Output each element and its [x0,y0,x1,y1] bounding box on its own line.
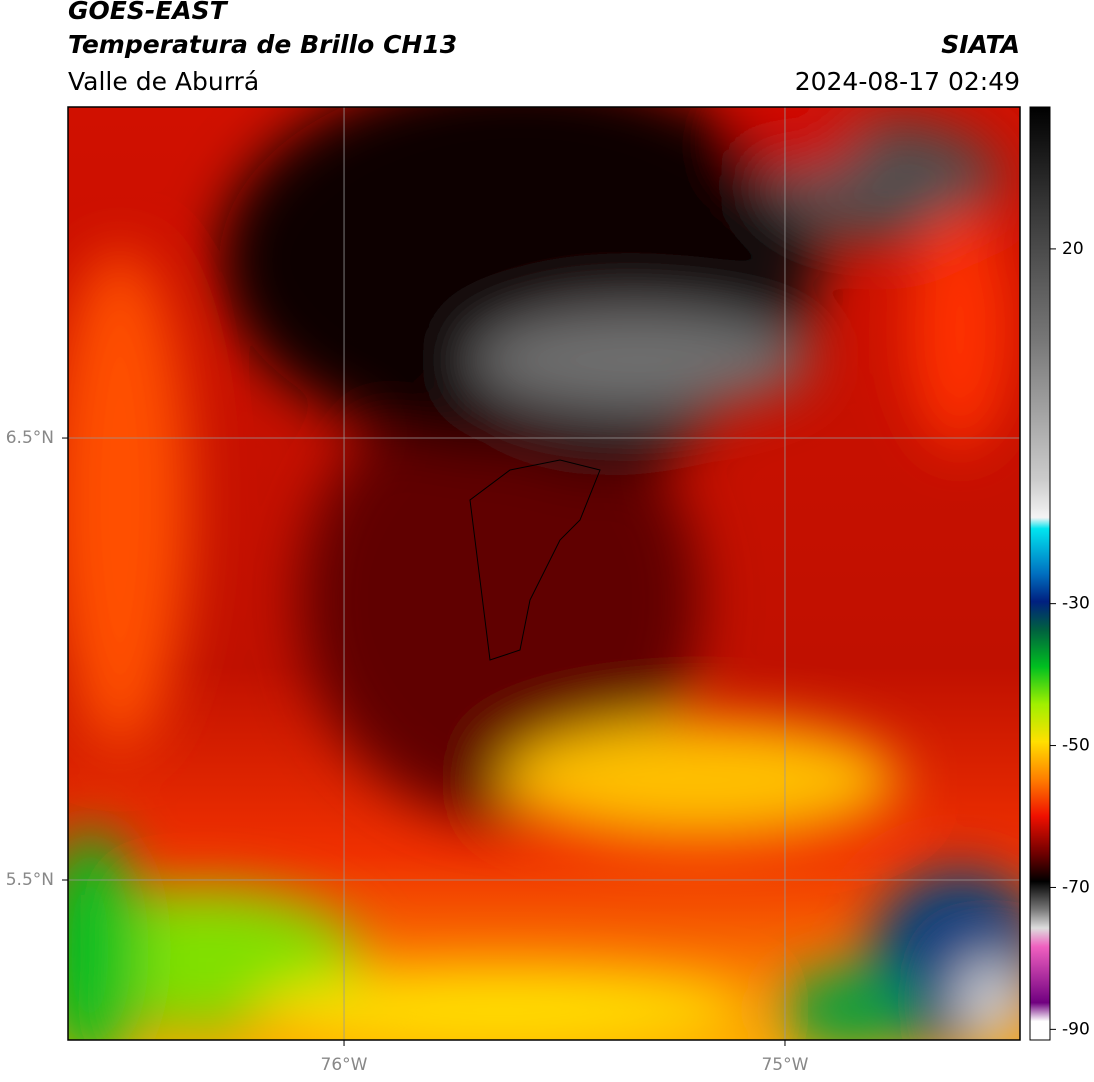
satellite: GOES-EAST [68,0,229,25]
y-tick-label: 5.5°N [6,870,54,890]
datetime: 2024-08-17 02:49 [795,67,1020,96]
brightness-field [68,107,1020,1040]
colorbar [1029,106,1051,1041]
region-outline [469,459,601,661]
colorbar-tick-label: -90 [1062,1019,1090,1039]
colorbar-tick-label: 20 [1062,239,1084,259]
agency: SIATA [941,30,1020,59]
colorbar-tick-label: -70 [1062,877,1090,897]
colorbar-tick-label: -50 [1062,736,1090,756]
product: Temperatura de Brillo CH13 [68,30,457,59]
colorbar-tick-label: -30 [1062,594,1090,614]
x-tick-label: 76°W [321,1055,368,1075]
region: Valle de Aburrá [68,67,259,96]
x-tick-label: 75°W [761,1055,808,1075]
map-frame [67,106,1021,1041]
y-tick-label: 6.5°N [6,428,54,448]
